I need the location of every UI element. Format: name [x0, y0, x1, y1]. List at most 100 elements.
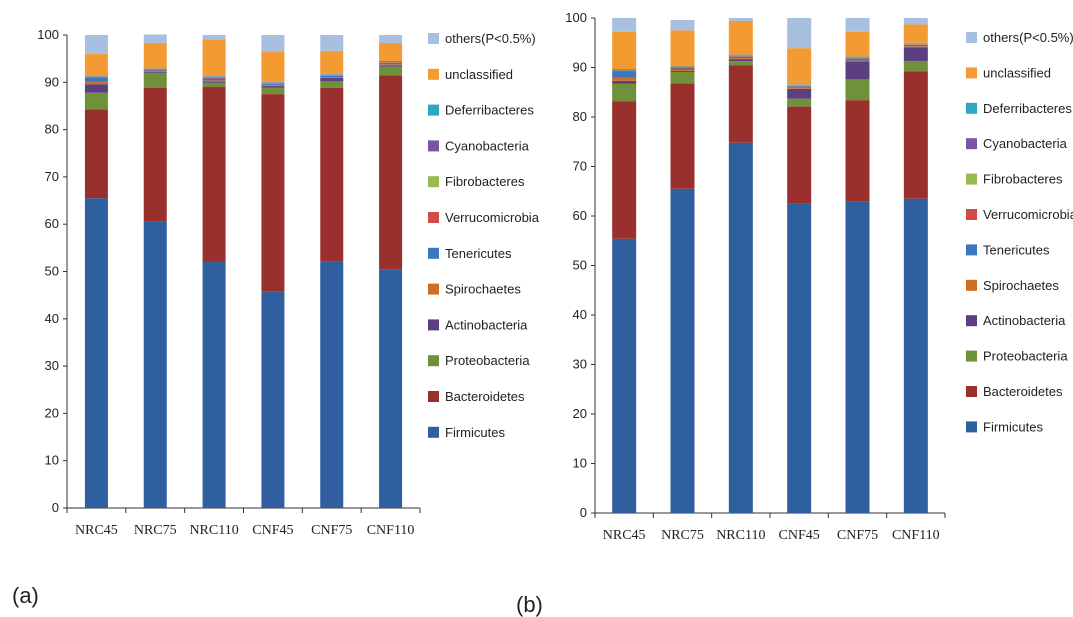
bar-segment [728, 59, 753, 62]
bar-segment [379, 66, 403, 76]
bar-segment [320, 81, 344, 88]
bar-segment [261, 51, 285, 82]
legend-swatch [428, 176, 439, 188]
x-tick-label: NRC110 [189, 523, 238, 538]
legend-label: unclassified [983, 65, 1051, 80]
bar-segment [202, 77, 226, 79]
bar-segment [84, 81, 108, 85]
legend-swatch [966, 350, 977, 362]
bar-segment [787, 203, 812, 513]
legend-swatch [428, 319, 439, 331]
legend-swatch [428, 140, 439, 152]
legend-swatch [428, 355, 439, 367]
legend-label: Deferribacteres [445, 103, 534, 118]
bar-segment [143, 43, 167, 69]
bar-segment [670, 30, 695, 67]
bar-segment [728, 61, 753, 66]
bar-segment [612, 83, 637, 102]
y-tick-label: 20 [573, 406, 587, 421]
legend-swatch [428, 33, 439, 44]
legend-swatch [966, 102, 977, 114]
y-tick-label: 80 [573, 109, 587, 124]
legend-label: others(P<0.5%) [983, 30, 1073, 45]
bar-segment [261, 86, 285, 88]
x-tick-label: NRC75 [661, 528, 704, 543]
bar-segment [143, 71, 167, 73]
legend-label: Proteobacteria [445, 353, 530, 368]
bar-segment [261, 87, 285, 95]
y-tick-label: 20 [45, 405, 59, 420]
legend-swatch [428, 212, 439, 223]
x-tick-label: NRC45 [603, 528, 646, 543]
bar-segment [143, 34, 167, 44]
bar-segment [787, 98, 812, 107]
bar-segment [261, 84, 285, 86]
x-tick-label: CNF75 [837, 528, 878, 543]
legend-swatch [966, 209, 977, 220]
bar-segment [787, 87, 812, 89]
y-tick-label: 60 [573, 208, 587, 223]
bar-segment [612, 18, 637, 32]
bar-segment [903, 24, 928, 43]
legend-swatch [966, 173, 977, 185]
legend-label: Bacteroidetes [445, 389, 525, 404]
bar-segment [379, 35, 403, 44]
legend-label: Cyanobacteria [445, 138, 530, 153]
bar-segment [202, 39, 226, 77]
bar-segment [320, 261, 344, 508]
bar-segment [202, 81, 226, 83]
bar-segment [728, 65, 753, 143]
bar-segment [84, 77, 108, 79]
x-tick-label: NRC110 [716, 528, 765, 543]
y-tick-label: 40 [573, 307, 587, 322]
bar-segment [903, 47, 928, 62]
legend-swatch [428, 426, 439, 438]
bar-segment [845, 58, 870, 61]
bar-segment [202, 82, 226, 88]
bar-segment [202, 87, 226, 263]
y-tick-label: 90 [45, 74, 59, 89]
y-tick-label: 10 [45, 453, 59, 468]
y-tick-label: 70 [573, 159, 587, 174]
legend-label: others(P<0.5%) [445, 31, 536, 46]
bar-segment [320, 75, 344, 78]
x-tick-label: CNF45 [779, 528, 820, 543]
y-tick-label: 80 [45, 122, 59, 137]
legend-label: Tenericutes [445, 246, 512, 261]
bar-segment [728, 56, 753, 59]
bar-segment [261, 83, 285, 85]
bar-segment [670, 69, 695, 71]
panel-label: (b) [516, 592, 543, 617]
bar-segment [84, 92, 108, 110]
legend-label: Firmicutes [445, 425, 505, 440]
bar-segment [728, 20, 753, 55]
x-tick-label: CNF110 [892, 528, 940, 543]
bar-segment [320, 87, 344, 262]
legend-swatch [966, 138, 977, 150]
legend-swatch [966, 67, 977, 79]
legend-swatch [966, 244, 977, 256]
legend-swatch [966, 386, 977, 397]
bar-segment [903, 71, 928, 199]
bar-segment [202, 80, 226, 82]
bar-segment [903, 61, 928, 72]
bar-segment [84, 84, 108, 93]
bar-segment [903, 46, 928, 48]
y-tick-label: 10 [573, 456, 587, 471]
bar-segment [84, 35, 108, 54]
legend-label: Spirochaetes [983, 278, 1059, 293]
y-tick-label: 30 [45, 358, 59, 373]
y-tick-label: 0 [52, 500, 59, 515]
bar-segment [379, 62, 403, 65]
legend-label: Actinobacteria [445, 317, 528, 332]
legend-label: Bacteroidetes [983, 384, 1063, 399]
legend-swatch [428, 68, 439, 80]
bar-segment [202, 262, 226, 508]
bar-segment [612, 238, 637, 513]
bar-segment [261, 291, 285, 508]
legend-swatch [428, 247, 439, 259]
bar-segment [670, 19, 695, 31]
y-tick-label: 40 [45, 311, 59, 326]
legend-label: unclassified [445, 67, 513, 82]
y-tick-label: 50 [45, 264, 59, 279]
